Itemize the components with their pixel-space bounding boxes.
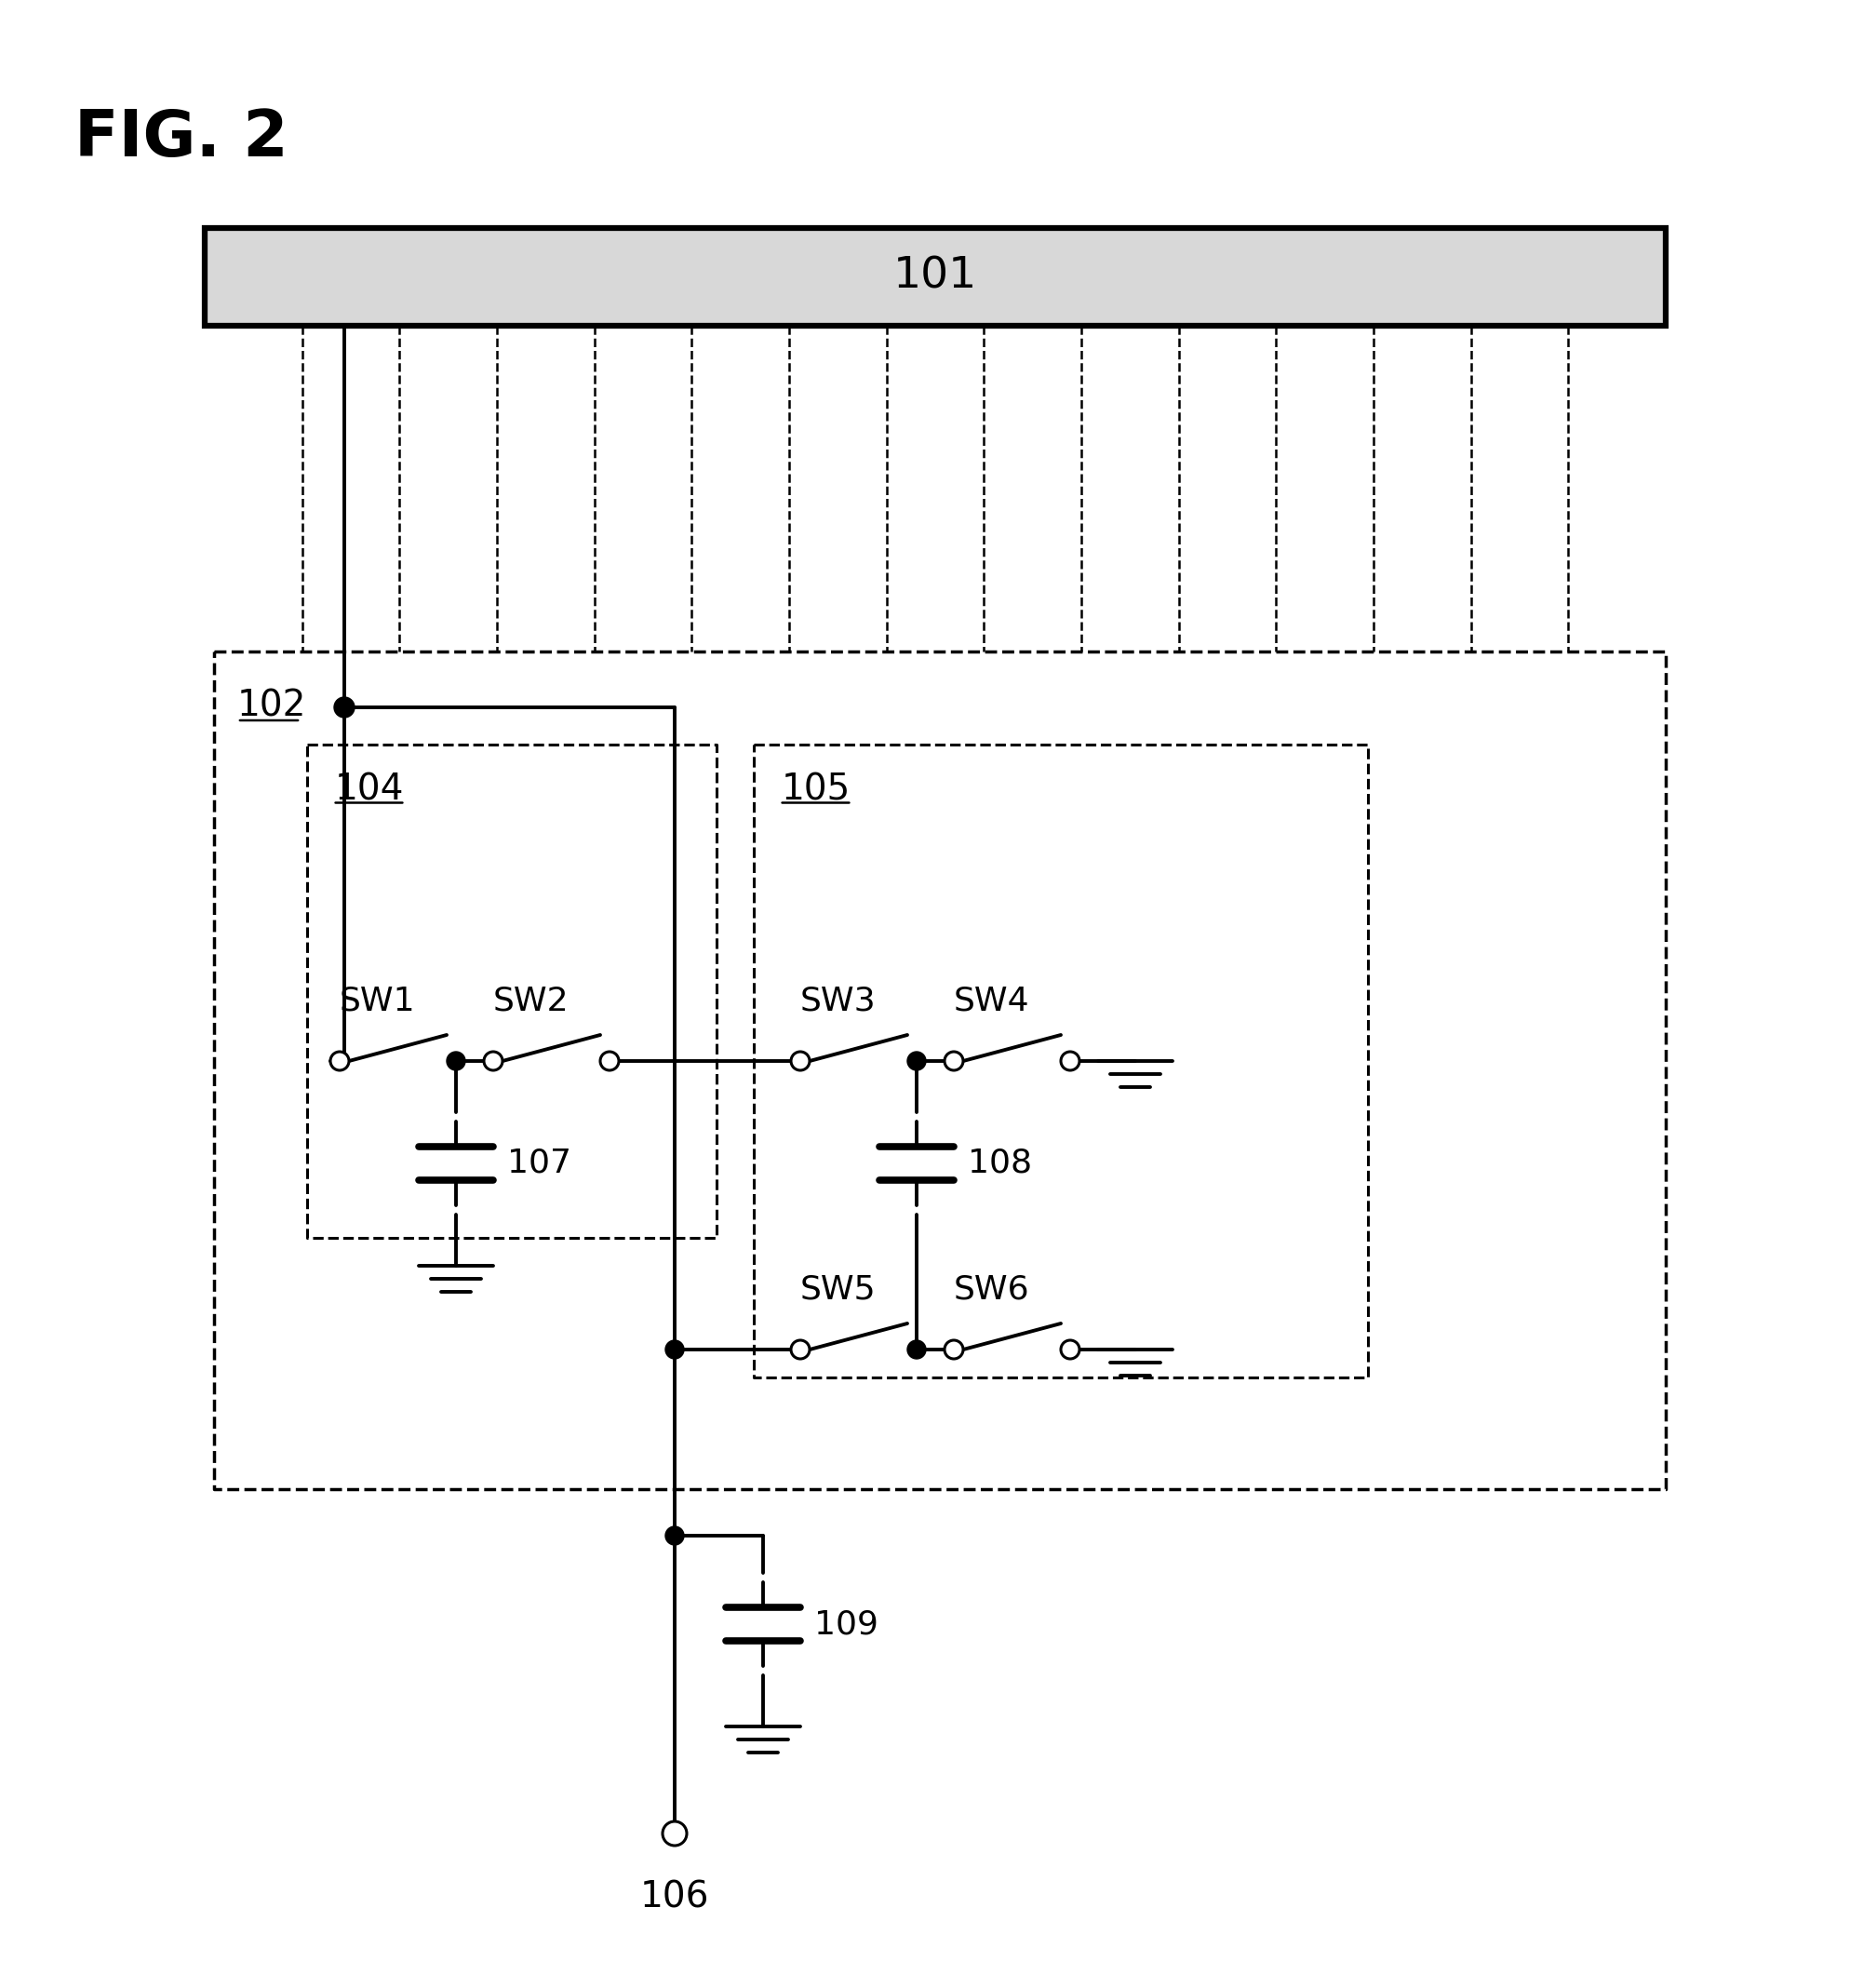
Circle shape (600, 1052, 619, 1070)
Text: SW5: SW5 (801, 1272, 876, 1304)
Text: SW4: SW4 (954, 984, 1030, 1016)
Circle shape (333, 698, 354, 718)
Circle shape (1060, 1052, 1079, 1070)
Text: 101: 101 (892, 256, 978, 298)
Text: 106: 106 (641, 1881, 710, 1914)
Text: 107: 107 (507, 1147, 572, 1179)
Text: FIG. 2: FIG. 2 (75, 107, 289, 169)
Circle shape (330, 1052, 348, 1070)
Text: 102: 102 (237, 688, 307, 724)
Text: 109: 109 (814, 1608, 877, 1640)
Circle shape (665, 1340, 684, 1360)
Circle shape (665, 1527, 684, 1545)
Circle shape (945, 1340, 963, 1360)
Text: 104: 104 (335, 773, 404, 807)
Circle shape (907, 1052, 926, 1070)
Text: SW2: SW2 (494, 984, 570, 1016)
Circle shape (792, 1052, 810, 1070)
Text: 105: 105 (782, 773, 851, 807)
Text: SW1: SW1 (339, 984, 415, 1016)
Circle shape (663, 1821, 687, 1845)
Text: 108: 108 (967, 1147, 1032, 1179)
Circle shape (1060, 1340, 1079, 1360)
Bar (205, 229, 1666, 326)
Text: SW6: SW6 (954, 1272, 1030, 1304)
Circle shape (945, 1052, 963, 1070)
Circle shape (484, 1052, 503, 1070)
Text: SW3: SW3 (801, 984, 876, 1016)
Circle shape (792, 1340, 810, 1360)
Circle shape (907, 1340, 926, 1360)
Circle shape (447, 1052, 466, 1070)
